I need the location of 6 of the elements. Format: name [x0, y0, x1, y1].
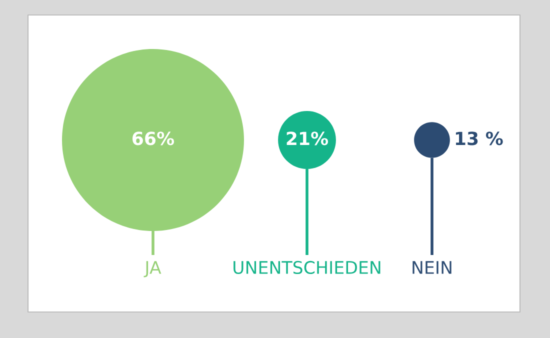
category-label: UNENTSCHIEDEN: [234, 260, 380, 274]
data-label: 21%: [286, 132, 328, 146]
data-label: 13 %: [456, 132, 503, 146]
category-label: NEIN: [412, 261, 452, 274]
data-label: 66%: [132, 132, 174, 146]
category-label: JA: [144, 261, 162, 278]
